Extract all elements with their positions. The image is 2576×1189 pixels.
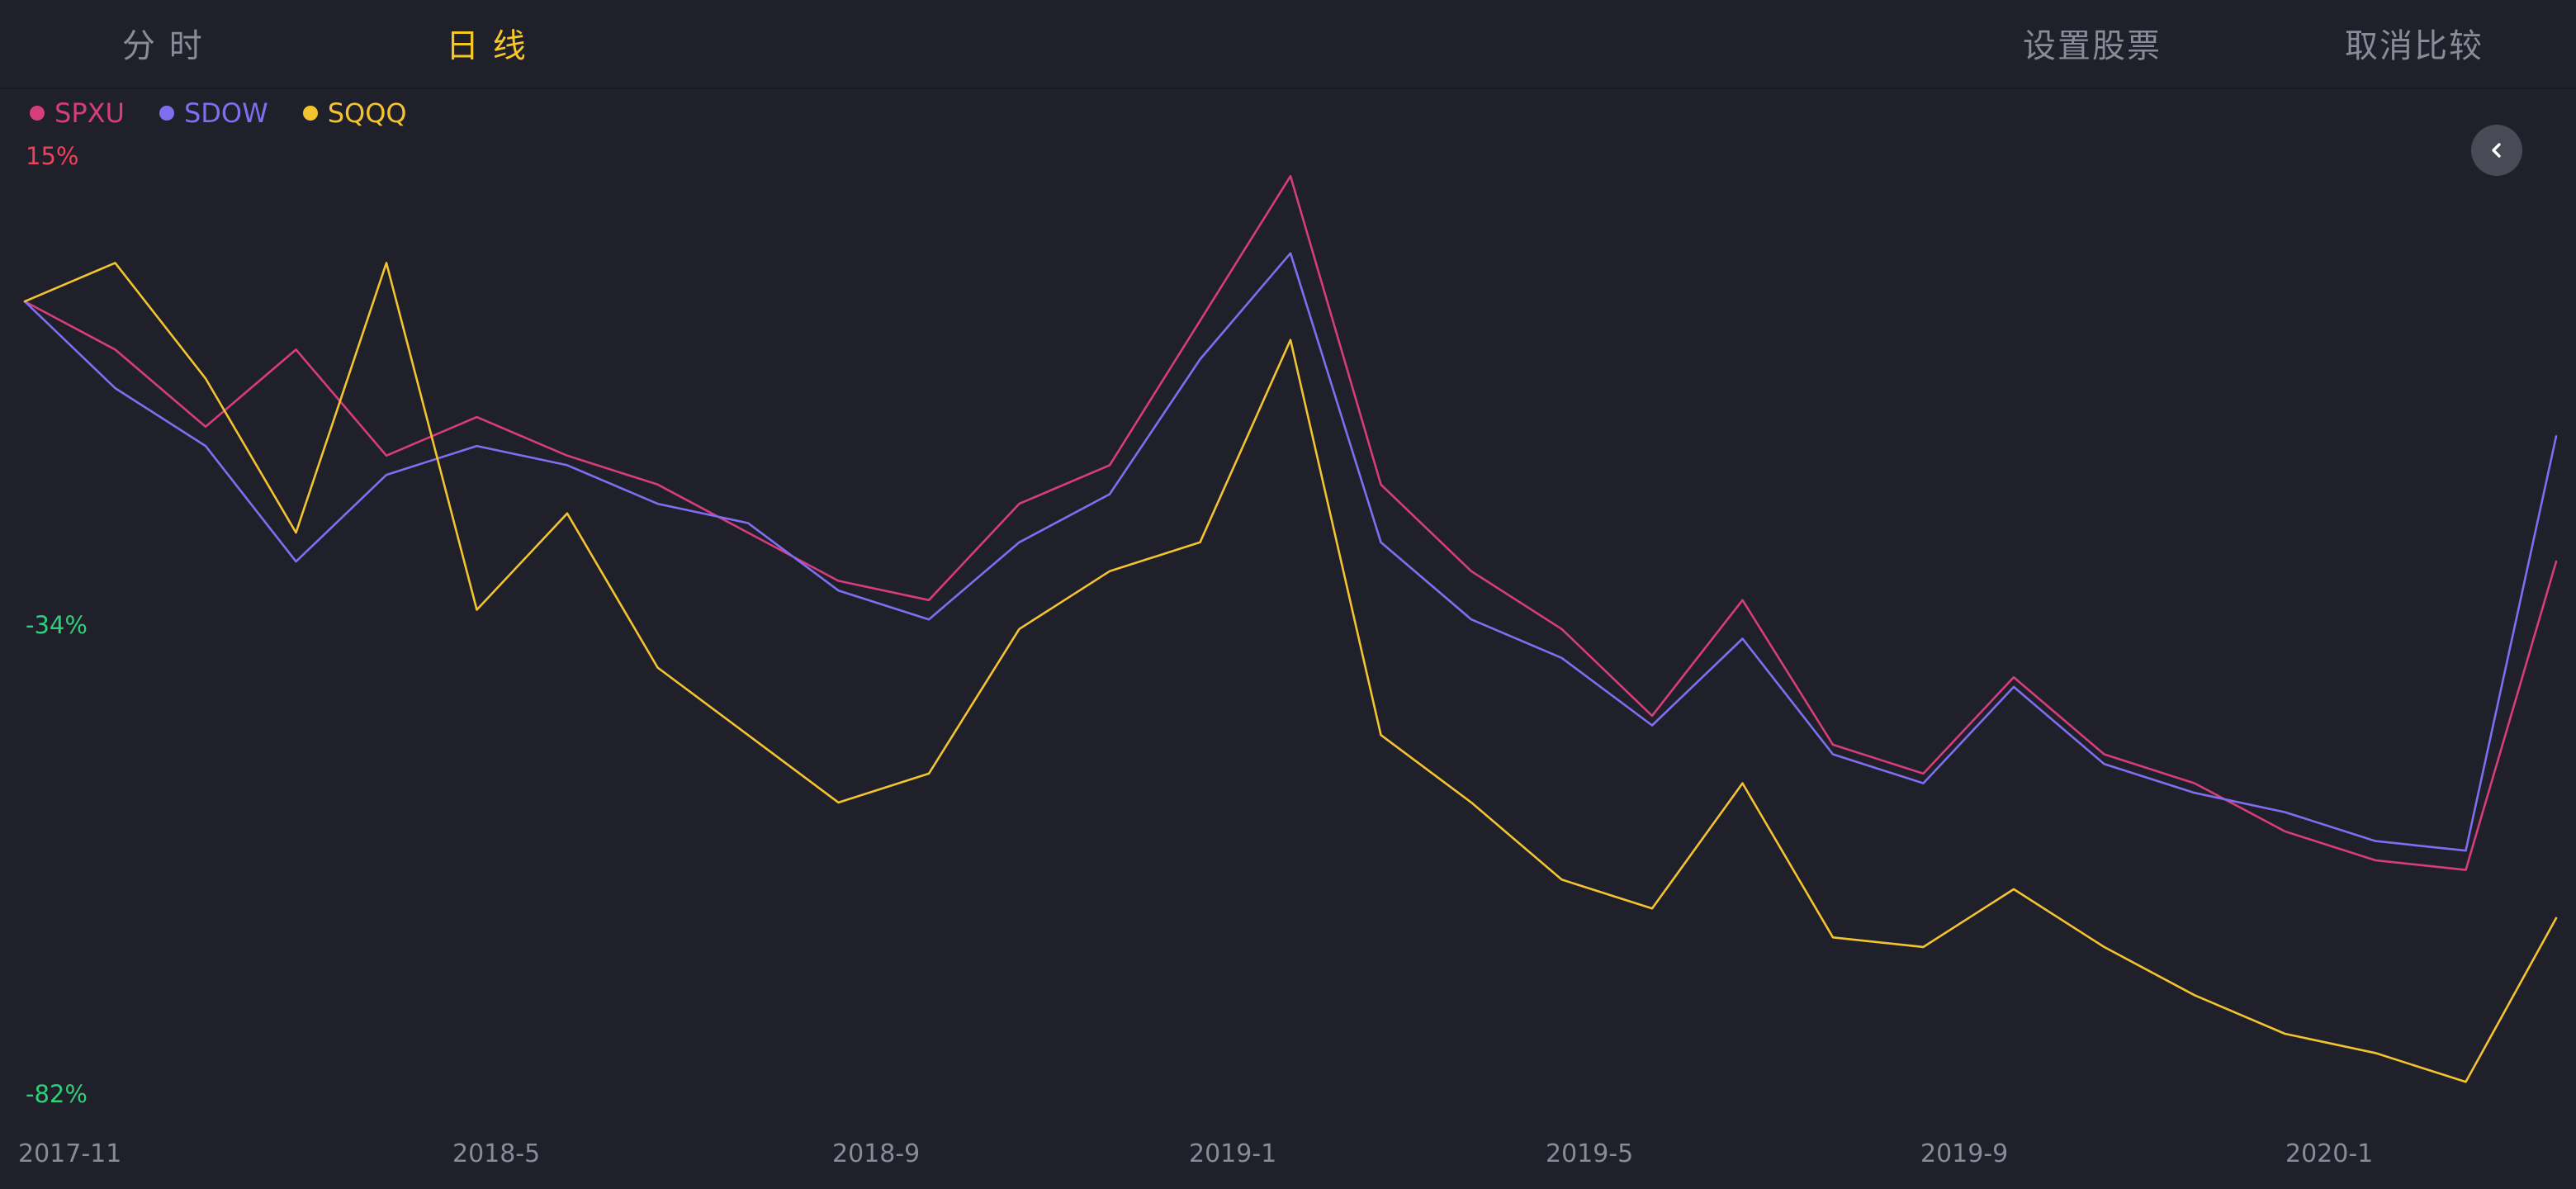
tab-intraday[interactable]: 分 时 [122,27,204,65]
chevron-left-icon [2492,143,2501,158]
series-line-sqqq [23,262,2558,1083]
x-tick-2018-5: 2018-5 [452,1139,541,1168]
legend-label-spxu: SPXU [54,97,125,129]
legend-item-sqqq: SQQQ [302,97,407,129]
x-tick-2018-9: 2018-9 [832,1139,921,1168]
y-label-max: 15% [26,142,79,170]
x-tick-2020-1: 2020-1 [2285,1139,2374,1168]
top-tab-bar: 分 时 日 线 设置股票 取消比较 [0,0,2576,89]
x-tick-2019-5: 2019-5 [1546,1139,1634,1168]
x-tick-2019-1: 2019-1 [1189,1139,1277,1168]
series-line-sdow [23,252,2558,852]
legend-dot-sqqq [302,106,318,121]
x-tick-2019-9: 2019-9 [1920,1139,2009,1168]
series-line-spxu [23,175,2558,871]
legend-item-sdow: SDOW [159,97,268,129]
legend-item-spxu: SPXU [30,97,125,129]
legend-label-sdow: SDOW [183,97,268,129]
chart-legend: SPXU SDOW SQQQ [30,92,442,134]
legend-dot-sdow [159,106,174,121]
y-label-mid: -34% [26,611,88,639]
tab-daily[interactable]: 日 线 [446,27,528,65]
legend-dot-spxu [30,106,45,121]
set-stocks-button[interactable]: 设置股票 [2023,27,2162,65]
x-tick-2017-11: 2017-11 [18,1139,122,1168]
collapse-button[interactable] [2471,125,2522,176]
y-label-min: -82% [26,1080,88,1108]
cancel-compare-button[interactable]: 取消比较 [2345,27,2484,65]
legend-label-sqqq: SQQQ [327,97,407,129]
